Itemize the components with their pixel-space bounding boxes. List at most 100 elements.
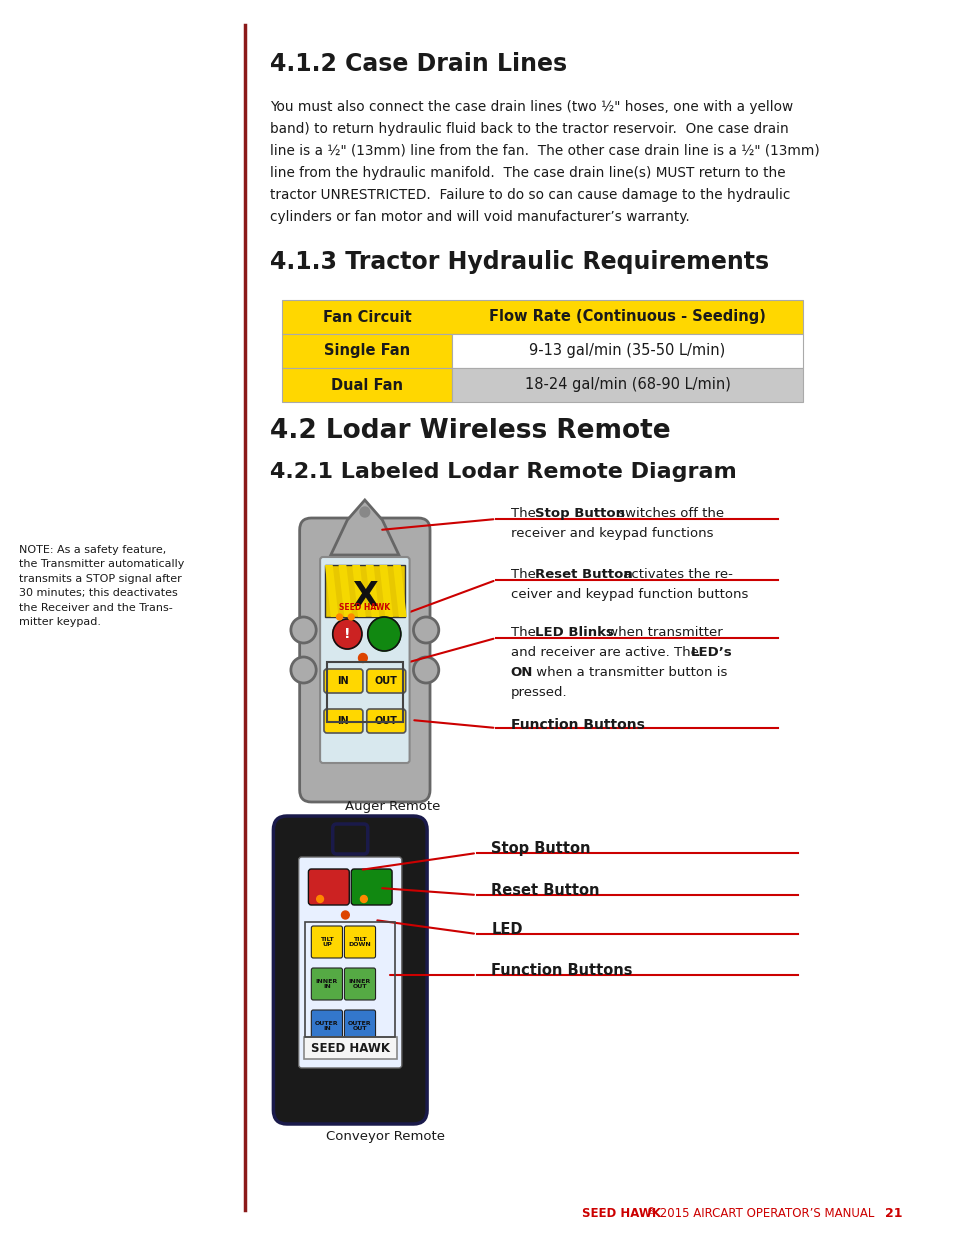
FancyBboxPatch shape [311,1010,342,1042]
FancyBboxPatch shape [344,926,375,958]
Text: Stop Button: Stop Button [491,841,590,856]
Polygon shape [331,500,398,555]
Polygon shape [352,564,365,618]
Text: ®: ® [646,1207,656,1216]
Text: 4.2 Lodar Wireless Remote: 4.2 Lodar Wireless Remote [271,417,670,445]
FancyBboxPatch shape [282,368,452,403]
Text: activates the re-: activates the re- [618,568,732,580]
Text: NOTE: As a safety feature,
the Transmitter automatically
transmits a STOP signal: NOTE: As a safety feature, the Transmitt… [19,545,185,627]
Text: OUTER
OUT: OUTER OUT [348,1020,372,1031]
Text: TILT
DOWN: TILT DOWN [348,936,371,947]
Text: cylinders or fan motor and will void manufacturer’s warranty.: cylinders or fan motor and will void man… [271,210,689,224]
Text: Fan Circuit: Fan Circuit [322,310,411,325]
FancyBboxPatch shape [333,824,367,853]
Text: SEED HAWK: SEED HAWK [339,603,390,611]
Circle shape [291,657,315,683]
FancyBboxPatch shape [344,1010,375,1042]
Text: pressed.: pressed. [510,685,567,699]
Text: band) to return hydraulic fluid back to the tractor reservoir.  One case drain: band) to return hydraulic fluid back to … [271,122,788,136]
Circle shape [316,895,323,903]
Text: ON: ON [510,666,533,679]
FancyBboxPatch shape [299,517,430,802]
Text: OUTER
IN: OUTER IN [314,1020,338,1031]
FancyBboxPatch shape [452,333,801,368]
FancyBboxPatch shape [344,968,375,1000]
Text: and receiver are active. The: and receiver are active. The [510,646,702,659]
FancyBboxPatch shape [308,869,349,905]
Text: Stop Button: Stop Button [535,508,624,520]
Text: INNER
OUT: INNER OUT [349,978,371,989]
Polygon shape [393,564,406,618]
Circle shape [359,508,370,517]
FancyBboxPatch shape [452,368,801,403]
Text: line is a ½" (13mm) line from the fan.  The other case drain line is a ½" (13mm): line is a ½" (13mm) line from the fan. T… [271,144,820,158]
Circle shape [413,618,438,643]
Text: when a transmitter button is: when a transmitter button is [532,666,727,679]
FancyBboxPatch shape [324,709,362,734]
Text: tractor UNRESTRICTED.  Failure to do so can cause damage to the hydraulic: tractor UNRESTRICTED. Failure to do so c… [271,188,790,203]
FancyBboxPatch shape [311,926,342,958]
Text: ceiver and keypad function buttons: ceiver and keypad function buttons [510,588,747,601]
FancyBboxPatch shape [311,968,342,1000]
Text: LED Blinks: LED Blinks [535,626,614,638]
FancyBboxPatch shape [366,669,405,693]
Text: 18-24 gal/min (68-90 L/min): 18-24 gal/min (68-90 L/min) [524,378,730,393]
Text: The: The [510,568,539,580]
Text: OUT: OUT [375,676,397,685]
FancyBboxPatch shape [325,564,404,618]
Text: IN: IN [337,676,349,685]
FancyBboxPatch shape [366,709,405,734]
FancyBboxPatch shape [282,300,801,333]
Circle shape [367,618,400,651]
Text: 21: 21 [884,1207,902,1220]
Circle shape [413,657,438,683]
FancyBboxPatch shape [320,557,409,763]
Circle shape [291,618,315,643]
Text: Function Buttons: Function Buttons [491,963,632,978]
Text: 4.2.1 Labeled Lodar Remote Diagram: 4.2.1 Labeled Lodar Remote Diagram [271,462,737,482]
Text: INNER
IN: INNER IN [315,978,337,989]
Text: !: ! [344,627,350,641]
FancyBboxPatch shape [303,1037,396,1058]
Circle shape [358,653,367,662]
Text: TILT
UP: TILT UP [320,936,334,947]
Text: 4.1.3 Tractor Hydraulic Requirements: 4.1.3 Tractor Hydraulic Requirements [271,249,769,274]
Polygon shape [365,564,379,618]
Text: 2015 AIRCART OPERATOR’S MANUAL: 2015 AIRCART OPERATOR’S MANUAL [655,1207,873,1220]
Text: line from the hydraulic manifold.  The case drain line(s) MUST return to the: line from the hydraulic manifold. The ca… [271,165,785,180]
Text: receiver and keypad functions: receiver and keypad functions [510,527,713,540]
Text: 4.1.2 Case Drain Lines: 4.1.2 Case Drain Lines [271,52,567,77]
Text: when transmitter: when transmitter [602,626,722,638]
Circle shape [360,895,367,903]
Polygon shape [338,564,352,618]
Text: The: The [510,626,539,638]
Text: SEED HAWK: SEED HAWK [311,1041,390,1055]
Text: LED’s: LED’s [690,646,732,659]
Circle shape [336,614,342,620]
Text: The: The [510,508,539,520]
Text: IN: IN [337,716,349,726]
Text: 9-13 gal/min (35-50 L/min): 9-13 gal/min (35-50 L/min) [529,343,725,358]
FancyBboxPatch shape [324,669,362,693]
FancyBboxPatch shape [274,816,427,1124]
Text: Reset Button: Reset Button [535,568,632,580]
Text: switches off the: switches off the [614,508,723,520]
Text: Dual Fan: Dual Fan [331,378,403,393]
Text: LED: LED [491,923,522,937]
FancyBboxPatch shape [298,857,401,1068]
Text: SEED HAWK: SEED HAWK [581,1207,660,1220]
Circle shape [348,614,354,620]
FancyBboxPatch shape [311,555,418,580]
Text: Reset Button: Reset Button [491,883,599,898]
FancyBboxPatch shape [282,333,452,368]
Text: Single Fan: Single Fan [324,343,410,358]
Circle shape [333,619,361,650]
Text: Auger Remote: Auger Remote [345,800,440,813]
Text: Flow Rate (Continuous - Seeding): Flow Rate (Continuous - Seeding) [489,310,765,325]
Polygon shape [325,564,338,618]
Circle shape [341,911,349,919]
Text: You must also connect the case drain lines (two ½" hoses, one with a yellow: You must also connect the case drain lin… [271,100,793,114]
Text: X: X [352,579,377,613]
Polygon shape [379,564,393,618]
Text: Function Buttons: Function Buttons [510,718,644,732]
